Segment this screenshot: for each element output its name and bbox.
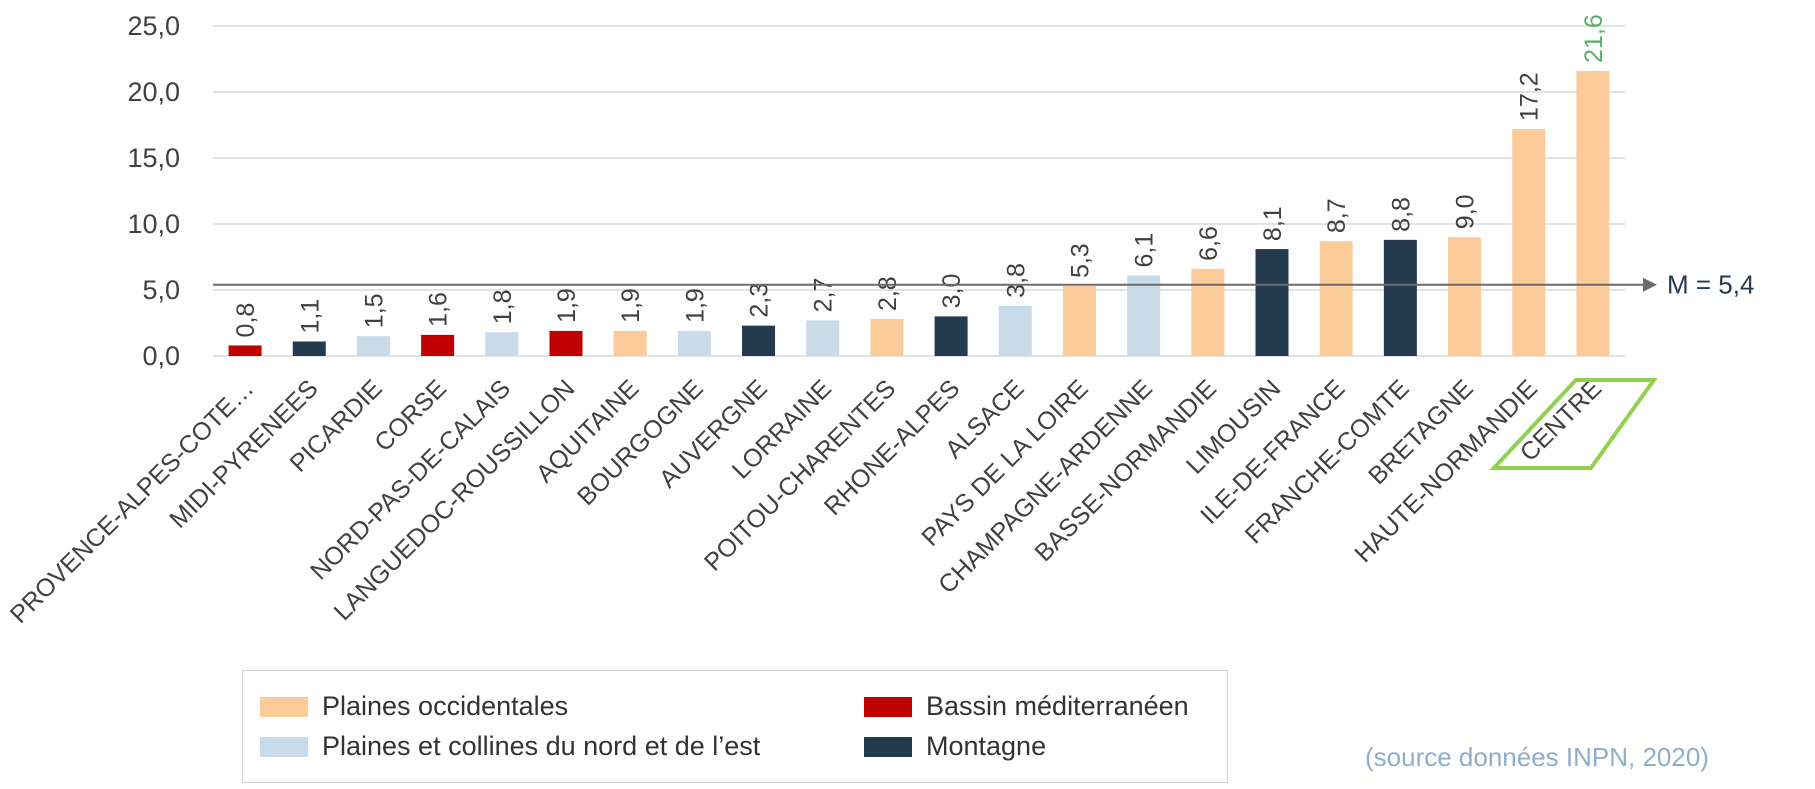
reference-line-label: M = 5,4: [1667, 270, 1754, 300]
bar: [1448, 237, 1482, 356]
y-tick-label: 15,0: [127, 143, 180, 173]
x-tick-label: PROVENCE-ALPES-COTE…: [5, 374, 260, 629]
legend-label: Montagne: [926, 731, 1047, 761]
value-labels: 0,8 1,1 1,5 1,6 1,8 1,9 1,9 1,9 2,3 2,7 2,8 3,0 3,8 5…: [232, 14, 1608, 337]
source-note: (source données INPN, 2020): [1365, 742, 1709, 772]
value-label: 1,5: [360, 293, 388, 328]
bar: [1191, 268, 1225, 356]
legend-item-plaines-collines: Plaines et collines du nord et de l’est: [260, 731, 760, 762]
legend-swatch: [864, 696, 912, 717]
y-tick-label: 5,0: [142, 275, 180, 305]
value-label: 8,1: [1259, 206, 1287, 241]
bar: [228, 345, 262, 356]
bars: [228, 70, 1610, 356]
bar: [1383, 239, 1417, 356]
value-label: 8,8: [1387, 197, 1415, 232]
bar: [1127, 275, 1161, 356]
bar: [1062, 286, 1096, 356]
legend-swatch: [864, 736, 912, 757]
value-label: 8,7: [1323, 198, 1351, 233]
value-label: 1,6: [425, 292, 453, 327]
legend-swatch: [260, 736, 308, 757]
value-label: 6,1: [1131, 233, 1159, 268]
value-label: 2,7: [810, 278, 838, 313]
value-label: 1,9: [681, 288, 709, 323]
value-label: 3,8: [1002, 263, 1030, 298]
value-label: 6,6: [1195, 226, 1223, 261]
bar: [1319, 241, 1353, 356]
legend-item-plaines-occidentales: Plaines occidentales: [260, 691, 568, 722]
x-axis-labels: PROVENCE-ALPES-COTE…MIDI-PYRENEESPICARDI…: [5, 374, 1607, 629]
legend-swatch: [260, 696, 308, 717]
bar: [998, 305, 1032, 356]
reference-line: M = 5,4: [213, 270, 1754, 300]
bar: [870, 319, 904, 356]
legend-item-montagne: Montagne: [864, 731, 1046, 762]
bar: [677, 330, 711, 356]
value-label: 3,0: [938, 274, 966, 309]
value-label: 1,9: [553, 288, 581, 323]
value-label: 2,3: [746, 283, 774, 318]
value-label: 5,3: [1066, 243, 1094, 278]
bar-chart: 0,0 5,0 10,0 15,0 20,0 25,0 0,8 1,1 1,5 1,6 1,8 1,…: [5, 11, 1755, 629]
bar: [549, 330, 583, 356]
legend-label: Plaines occidentales: [322, 691, 569, 721]
y-tick-label: 0,0: [142, 341, 180, 371]
value-label: 17,2: [1516, 72, 1544, 121]
highlight-frame: [1489, 378, 1658, 470]
y-tick-label: 10,0: [127, 209, 180, 239]
y-tick-label: 20,0: [127, 77, 180, 107]
value-label: 1,9: [617, 288, 645, 323]
bar: [421, 334, 455, 356]
bar: [292, 341, 326, 356]
value-label: 2,8: [874, 276, 902, 311]
legend-label: Bassin méditerranéen: [926, 691, 1189, 721]
value-label: 1,1: [296, 299, 324, 334]
legend: Plaines occidentales Bassin méditerranée…: [242, 670, 1228, 783]
value-label: 21,6: [1580, 14, 1608, 63]
value-label: 1,8: [489, 289, 517, 324]
value-label: 9,0: [1452, 194, 1480, 229]
legend-item-bassin-mediterraneen: Bassin méditerranéen: [864, 691, 1189, 722]
bar: [1512, 128, 1546, 356]
reference-line-arrow: [1643, 277, 1657, 292]
value-label: 0,8: [232, 303, 260, 338]
bar: [806, 320, 840, 356]
bar: [613, 330, 647, 356]
y-axis-ticks: 0,0 5,0 10,0 15,0 20,0 25,0: [127, 11, 180, 371]
bar: [485, 332, 519, 356]
bar: [742, 325, 776, 356]
bar: [1576, 70, 1610, 356]
bar: [934, 316, 968, 356]
legend-label: Plaines et collines du nord et de l’est: [322, 731, 761, 761]
y-tick-label: 25,0: [127, 11, 180, 41]
bar: [356, 336, 390, 356]
bar: [1255, 249, 1289, 356]
